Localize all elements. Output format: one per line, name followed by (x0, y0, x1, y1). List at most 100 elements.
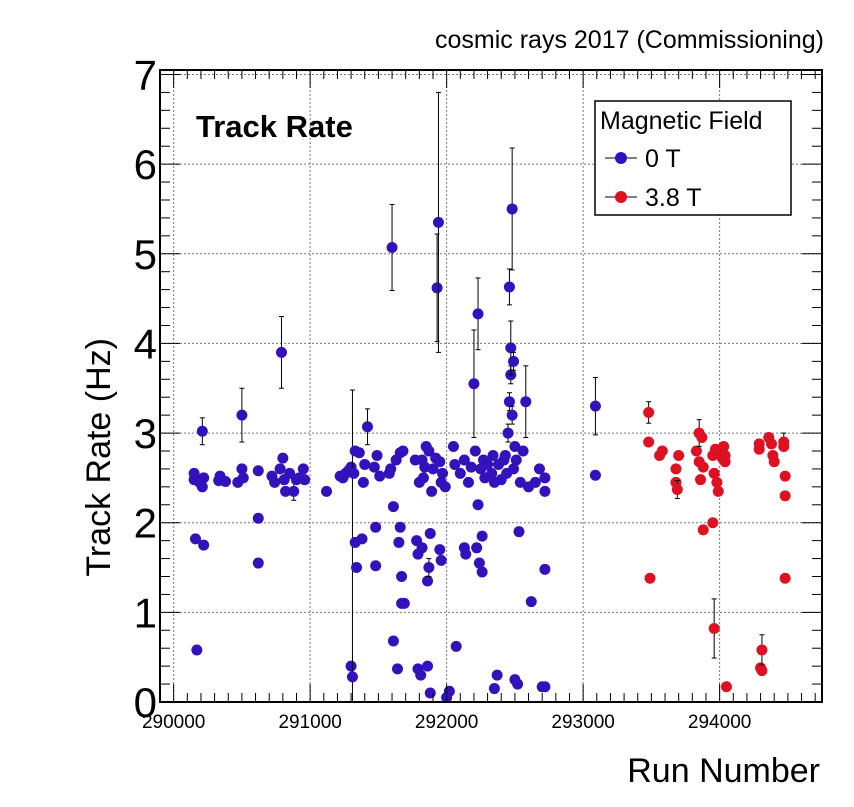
y-tick-label: 5 (134, 231, 157, 278)
data-point (288, 485, 300, 497)
data-point (423, 562, 435, 574)
data-point (299, 474, 311, 486)
data-point (220, 475, 232, 487)
data-point (539, 485, 551, 497)
data-point (460, 548, 472, 560)
data-point (236, 463, 248, 475)
data-point (237, 472, 249, 484)
y-tick-label: 2 (134, 500, 157, 547)
data-point (423, 445, 435, 457)
data-point (439, 481, 451, 493)
data-point (361, 421, 373, 433)
legend: Magnetic Field 0 T 3.8 T (594, 100, 792, 216)
y-tick-label: 3 (134, 410, 157, 457)
legend-marker-38t (615, 191, 627, 203)
data-point (368, 461, 380, 473)
data-point (473, 557, 485, 569)
data-point (768, 456, 780, 468)
data-point (656, 445, 668, 457)
data-point (357, 476, 369, 488)
x-tick-label: 292000 (415, 712, 478, 733)
data-point (252, 512, 264, 524)
data-point (280, 485, 292, 497)
series-38t (643, 401, 791, 693)
data-point (513, 526, 525, 538)
data-point (424, 527, 436, 539)
data-point (711, 476, 723, 488)
data-point (756, 665, 768, 677)
data-point (458, 454, 470, 466)
data-point (432, 216, 444, 228)
data-point (274, 463, 286, 475)
data-point (424, 687, 436, 699)
series-0t (188, 91, 601, 704)
legend-label-0t: 0 T (645, 145, 681, 173)
y-tick-label: 1 (134, 589, 157, 636)
data-point (469, 445, 481, 457)
data-point (503, 396, 515, 408)
data-point (472, 308, 484, 320)
data-point (476, 530, 488, 542)
data-point (509, 441, 521, 453)
data-point (427, 463, 439, 475)
data-point (476, 566, 488, 578)
data-point (422, 660, 434, 672)
data-point (252, 557, 264, 569)
data-point (434, 544, 446, 556)
data-point (417, 472, 429, 484)
data-point (505, 342, 517, 354)
data-point (529, 476, 541, 488)
data-point (419, 461, 431, 473)
data-point (437, 467, 449, 479)
data-point (695, 474, 707, 486)
data-point (673, 449, 685, 461)
data-point (508, 463, 520, 475)
data-point (468, 378, 480, 390)
data-point (392, 663, 404, 675)
data-point (191, 644, 203, 656)
data-point (370, 521, 382, 533)
data-point (465, 461, 477, 473)
data-point (353, 447, 365, 459)
data-point (779, 470, 791, 482)
data-point (514, 476, 526, 488)
data-point (387, 501, 399, 513)
data-point (415, 669, 427, 681)
data-point (443, 685, 455, 697)
data-point (508, 355, 520, 367)
data-point (297, 463, 309, 475)
data-point (374, 470, 386, 482)
data-point (697, 524, 709, 536)
data-point (488, 683, 500, 695)
data-point (779, 572, 791, 584)
data-point (236, 409, 248, 421)
data-point (449, 458, 461, 470)
y-tick-label: 7 (134, 51, 157, 98)
data-point (720, 681, 732, 693)
data-point (359, 458, 371, 470)
data-point (435, 554, 447, 566)
data-point (422, 575, 434, 587)
data-point (765, 438, 777, 450)
data-point (756, 644, 768, 656)
data-point (450, 640, 462, 652)
data-points (188, 91, 791, 704)
data-point (539, 681, 551, 693)
data-point (499, 449, 511, 461)
data-point (643, 406, 655, 418)
data-point (198, 472, 210, 484)
y-tick-label: 0 (134, 679, 157, 726)
x-tick-label: 291000 (278, 712, 341, 733)
legend-label-38t: 3.8 T (645, 184, 702, 212)
data-point (196, 481, 208, 493)
data-point (520, 396, 532, 408)
data-point (370, 560, 382, 572)
data-point (503, 281, 515, 293)
data-point (431, 282, 443, 294)
x-tick-label: 293000 (551, 712, 614, 733)
chart-annotation: Track Rate (196, 109, 353, 144)
y-tick-label: 6 (134, 141, 157, 188)
data-point (671, 484, 683, 496)
data-point (690, 445, 702, 457)
data-point (398, 597, 410, 609)
